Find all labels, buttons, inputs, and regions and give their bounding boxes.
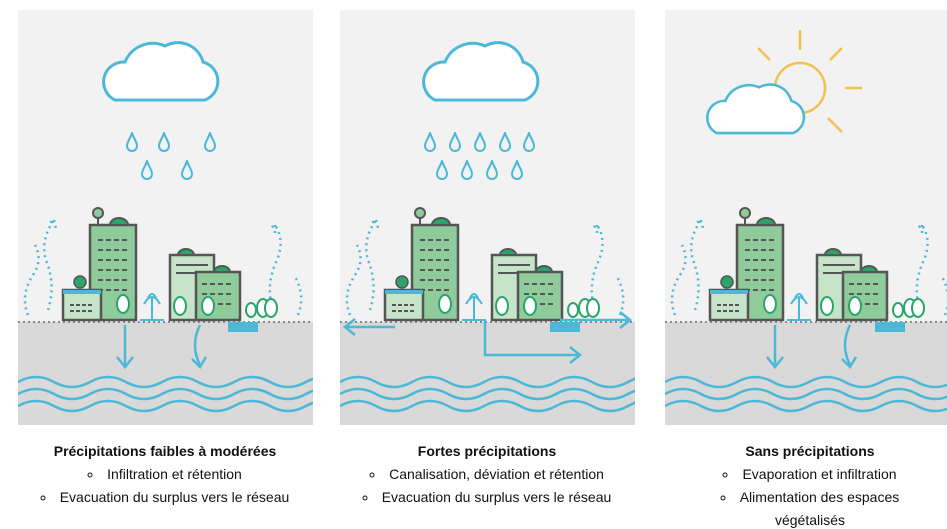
caption-item: Evacuation du surplus vers le réseau xyxy=(0,486,330,509)
caption-item: Evaporation et infiltration xyxy=(690,463,930,486)
panel-1-art xyxy=(18,10,342,425)
panel-2-art xyxy=(340,10,664,425)
caption-title: Fortes précipitations xyxy=(322,440,652,463)
caption-item: Infiltration et rétention xyxy=(0,463,330,486)
caption-item: Canalisation, déviation et rétention xyxy=(322,463,652,486)
caption-title: Précipitations faibles à modérées xyxy=(0,440,330,463)
caption: Fortes précipitations Canalisation, dévi… xyxy=(322,440,652,509)
caption-list: Infiltration et rétention Evacuation du … xyxy=(0,463,330,509)
illustration xyxy=(0,0,947,430)
page: Précipitations faibles à modérées Infilt… xyxy=(0,0,947,529)
panel-3-art xyxy=(665,10,947,425)
caption-list: Canalisation, déviation et rétention Eva… xyxy=(322,463,652,509)
caption-list: Evaporation et infiltration Alimentation… xyxy=(690,463,930,529)
caption: Sans précipitations Evaporation et infil… xyxy=(690,440,930,529)
caption-item: Alimentation des espaces végétalisés xyxy=(690,486,930,529)
caption-title: Sans précipitations xyxy=(690,440,930,463)
caption-item: Evacuation du surplus vers le réseau xyxy=(322,486,652,509)
caption: Précipitations faibles à modérées Infilt… xyxy=(0,440,330,509)
